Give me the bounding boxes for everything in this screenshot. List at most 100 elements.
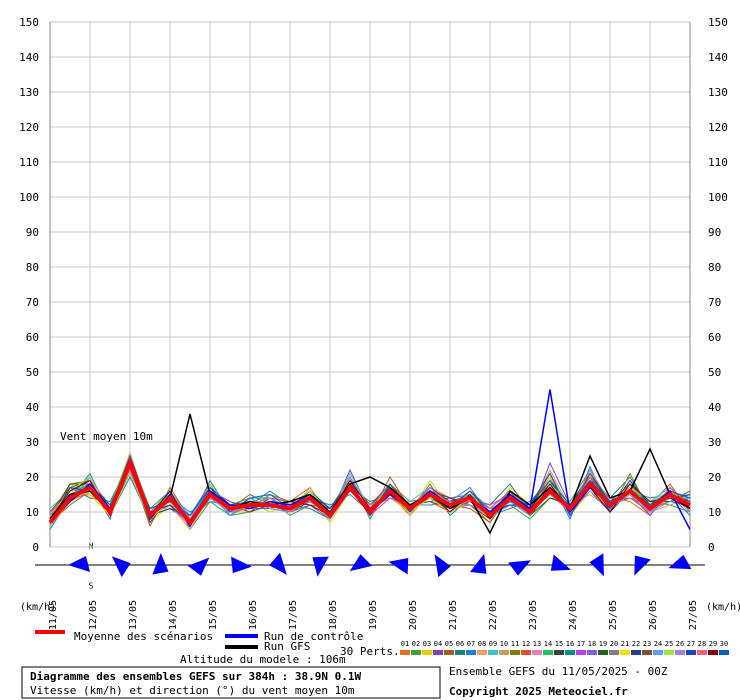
legend-label: 09	[489, 640, 497, 648]
legend-label: 05	[445, 640, 453, 648]
x-tick-label: 25/05	[608, 600, 619, 630]
legend-label: 25	[665, 640, 673, 648]
wind-icon	[470, 553, 487, 574]
y-tick-label: 100	[19, 191, 39, 204]
x-tick-label: 17/05	[288, 600, 299, 630]
legend-label: 19	[599, 640, 607, 648]
y-tick-label-right: 90	[708, 226, 721, 239]
y-unit-right: (km/h)	[706, 602, 740, 613]
legend-label: 04	[434, 640, 442, 648]
y-tick-label-right: 40	[708, 401, 721, 414]
wind-icon	[231, 556, 252, 574]
legend-swatch	[411, 650, 421, 655]
legend-swatch	[499, 650, 509, 655]
legend-swatch	[510, 650, 520, 655]
legend-label: 12	[522, 640, 530, 648]
legend-swatch	[620, 650, 630, 655]
wind-icon	[508, 560, 532, 576]
compass-s: S	[89, 582, 94, 591]
y-tick-label: 80	[26, 261, 39, 274]
y-unit-left: (km/h)	[20, 602, 56, 613]
wind-icon	[550, 554, 571, 571]
y-tick-label-right: 70	[708, 296, 721, 309]
y-tick-label-right: 30	[708, 436, 721, 449]
x-tick-label: 23/05	[528, 600, 539, 630]
legend-swatch	[444, 650, 454, 655]
footer-box	[21, 666, 441, 699]
y-tick-label-right: 130	[708, 86, 728, 99]
y-tick-label: 70	[26, 296, 39, 309]
legend-label: 23	[643, 640, 651, 648]
legend-swatch	[686, 650, 696, 655]
y-tick-label: 20	[26, 471, 39, 484]
wind-icon	[634, 555, 651, 576]
y-tick-label-right: 120	[708, 121, 728, 134]
legend-swatch	[598, 650, 608, 655]
x-tick-label: 16/05	[248, 600, 259, 630]
legend-swatch	[543, 650, 553, 655]
footer-subtitle: Vitesse (km/h) et direction (°) du vent …	[30, 684, 355, 697]
legend-label: Moyenne des scénarios	[74, 630, 213, 643]
y-tick-label-right: 110	[708, 156, 728, 169]
legend-label: 28	[698, 640, 706, 648]
y-tick-label: 10	[26, 506, 39, 519]
x-tick-label: 12/05	[88, 600, 99, 630]
legend-swatch	[400, 650, 410, 655]
y-tick-label: 60	[26, 331, 39, 344]
x-tick-label: 14/05	[168, 600, 179, 630]
legend-label: 26	[676, 640, 684, 648]
wind-icon	[269, 552, 287, 575]
legend-title: 30 Perts.	[340, 645, 400, 658]
x-tick-label: 15/05	[208, 600, 219, 630]
legend-label: 30	[720, 640, 728, 648]
y-tick-label-right: 60	[708, 331, 721, 344]
legend-swatch	[422, 650, 432, 655]
x-tick-label: 21/05	[448, 600, 459, 630]
wind-icon	[152, 553, 169, 575]
x-tick-label: 27/05	[688, 600, 699, 630]
x-tick-label: 26/05	[648, 600, 659, 630]
legend-label: 11	[511, 640, 519, 648]
wind-icon	[349, 554, 373, 572]
y-tick-label-right: 100	[708, 191, 728, 204]
altitude: Altitude du modele : 106m	[180, 653, 346, 666]
y-tick-label-right: 0	[708, 541, 715, 554]
legend-label: 29	[709, 640, 717, 648]
legend-swatch	[708, 650, 718, 655]
legend-swatch	[532, 650, 542, 655]
series-line	[49, 454, 691, 531]
legend-swatch	[697, 650, 707, 655]
wind-icon	[434, 554, 451, 578]
wind-icon	[68, 556, 90, 572]
wind-icon	[312, 556, 329, 577]
legend-swatch	[455, 650, 465, 655]
wind-icon	[187, 557, 210, 576]
legend-swatch	[433, 650, 443, 655]
series-line	[49, 465, 691, 523]
copyright: Copyright 2025 Meteociel.fr	[449, 685, 628, 698]
legend-label: 03	[423, 640, 431, 648]
legend-label: 21	[621, 640, 629, 648]
compass-n: N	[89, 542, 94, 551]
legend-swatch	[521, 650, 531, 655]
legend-swatch	[565, 650, 575, 655]
legend-label: 02	[412, 640, 420, 648]
legend-label: 18	[588, 640, 596, 648]
wind-icon	[111, 556, 131, 578]
legend-label: 01	[401, 640, 409, 648]
legend-swatch	[587, 650, 597, 655]
y-tick-label: 0	[32, 541, 39, 554]
y-tick-label: 50	[26, 366, 39, 379]
legend-label: 24	[654, 640, 662, 648]
wind-icon	[388, 558, 409, 575]
legend-swatch	[664, 650, 674, 655]
y-tick-label: 140	[19, 51, 39, 64]
legend-label: 20	[610, 640, 618, 648]
series-line	[48, 457, 691, 526]
x-tick-label: 24/05	[568, 600, 579, 630]
legend-label: 10	[500, 640, 508, 648]
y-tick-label: 150	[19, 16, 39, 29]
legend-label: 17	[577, 640, 585, 648]
y-tick-label: 110	[19, 156, 39, 169]
y-tick-label-right: 10	[708, 506, 721, 519]
